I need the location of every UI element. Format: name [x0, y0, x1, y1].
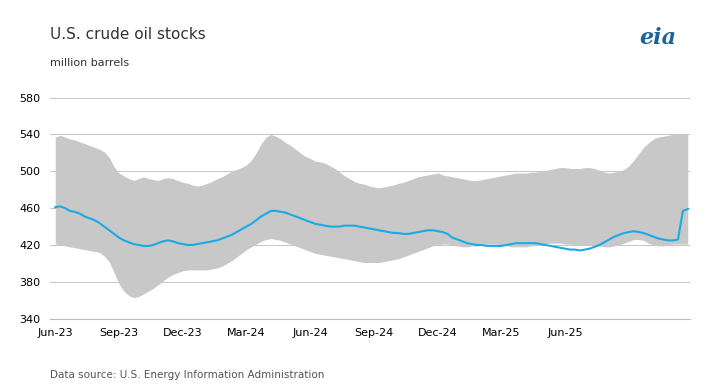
Text: Data source: U.S. Energy Information Administration: Data source: U.S. Energy Information Adm…: [50, 370, 325, 380]
Text: U.S. crude oil stocks: U.S. crude oil stocks: [50, 27, 206, 42]
Text: million barrels: million barrels: [50, 58, 129, 68]
Text: eia: eia: [639, 27, 677, 49]
